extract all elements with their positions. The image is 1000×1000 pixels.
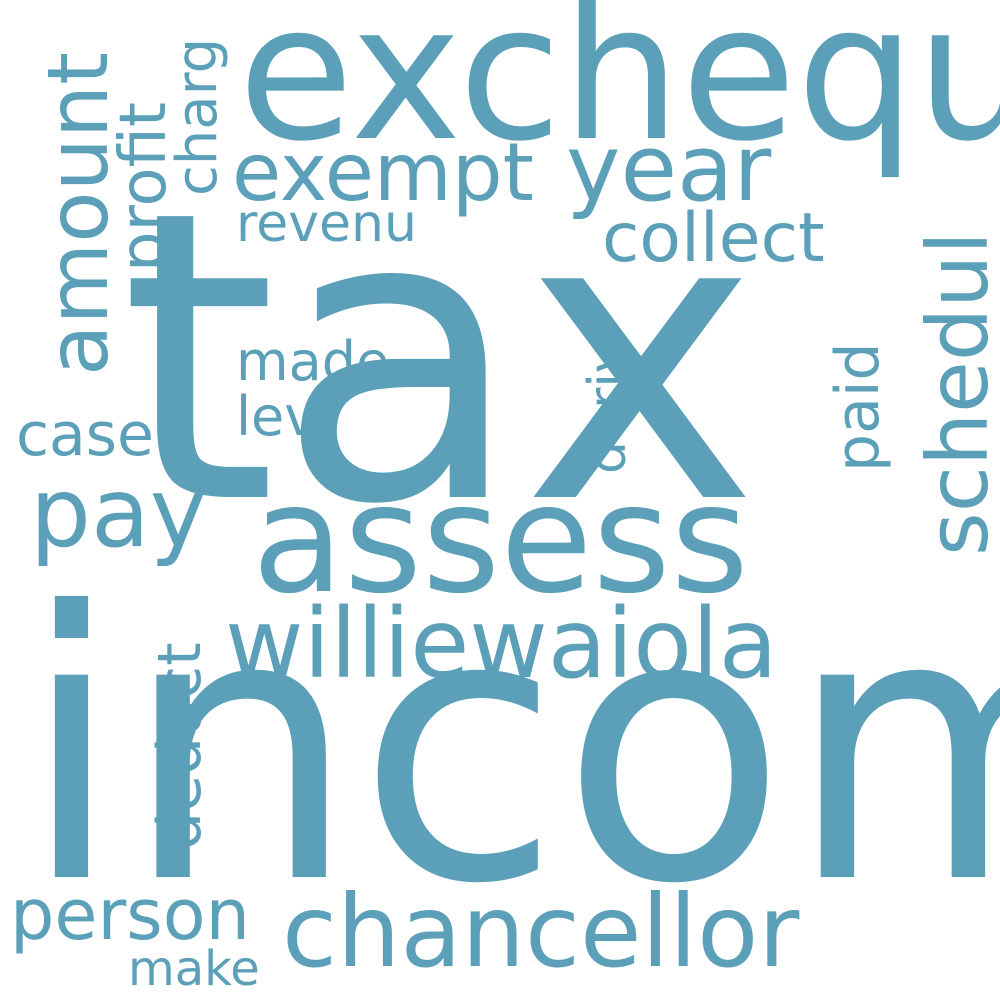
word-revenu: revenu bbox=[236, 194, 417, 254]
word-person: person bbox=[10, 874, 250, 956]
word-assess: assess bbox=[252, 453, 749, 627]
word-schedul: schedul bbox=[909, 231, 1000, 556]
word-deduct: deduct bbox=[145, 642, 215, 850]
word-year: year bbox=[566, 115, 772, 222]
word-charg: charg bbox=[165, 37, 230, 196]
word-paid: paid bbox=[823, 342, 893, 472]
word-make: make bbox=[128, 941, 260, 997]
word-deriv: deriv bbox=[578, 342, 638, 474]
word-case: case bbox=[16, 400, 154, 470]
word-williewaiola: williewaiola bbox=[225, 588, 778, 700]
word-collect: collect bbox=[602, 199, 825, 278]
word-tax: tax bbox=[120, 127, 759, 592]
word-exchequ: exchequ bbox=[238, 0, 1000, 183]
word-exempt: exempt bbox=[232, 126, 534, 219]
word-made: made bbox=[236, 330, 390, 393]
word-levi: levi bbox=[236, 385, 332, 448]
word-incom: incom bbox=[20, 535, 1000, 965]
word-chancellor: chancellor bbox=[282, 873, 800, 990]
word-pay: pay bbox=[30, 457, 207, 569]
